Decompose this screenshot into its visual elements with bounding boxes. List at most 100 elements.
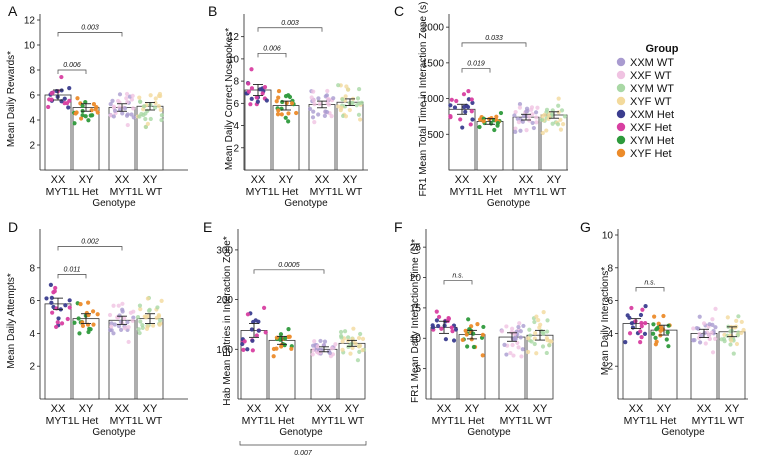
y-tick-label: 4 <box>607 329 613 340</box>
data-point <box>629 321 635 326</box>
data-point <box>639 320 644 326</box>
data-point <box>719 337 724 342</box>
data-point <box>344 84 349 89</box>
significance-bracket <box>57 274 87 279</box>
legend-swatch <box>616 96 626 106</box>
data-point <box>322 339 328 344</box>
data-point <box>44 296 49 301</box>
data-point <box>356 86 362 92</box>
significance-bracket <box>257 52 287 58</box>
data-point <box>710 317 715 322</box>
data-point <box>521 323 526 329</box>
data-point <box>111 331 116 336</box>
data-point <box>494 114 499 119</box>
data-point <box>651 322 656 327</box>
data-point <box>696 326 701 331</box>
legend-label: XXF WT <box>630 70 672 82</box>
x-tick-label: XX <box>51 174 66 186</box>
group-label: MYT1L WT <box>500 415 553 427</box>
data-point <box>312 339 317 344</box>
data-point <box>526 336 531 341</box>
data-point <box>469 97 474 102</box>
data-point <box>67 86 72 91</box>
data-point <box>533 110 539 115</box>
data-point <box>562 114 568 119</box>
x-tick-label: XY <box>465 403 480 415</box>
data-point <box>340 339 345 344</box>
data-point <box>282 336 288 341</box>
data-point <box>122 326 127 331</box>
y-tick-label: 6 <box>29 91 35 102</box>
data-point <box>93 107 98 112</box>
data-point <box>136 327 141 332</box>
data-point <box>294 110 299 116</box>
data-point <box>734 318 739 323</box>
data-point <box>148 93 153 98</box>
data-point <box>312 120 317 125</box>
data-point <box>137 114 142 119</box>
data-point <box>137 95 142 100</box>
data-point <box>287 334 292 339</box>
data-point <box>461 92 467 97</box>
data-point <box>511 353 516 358</box>
data-point <box>561 122 566 127</box>
data-point <box>538 322 543 327</box>
data-point <box>342 329 348 334</box>
data-point <box>539 117 545 122</box>
data-point <box>728 342 733 347</box>
data-point <box>701 321 707 326</box>
data-point <box>245 347 250 352</box>
data-point <box>49 91 54 96</box>
data-point <box>534 351 539 356</box>
data-point <box>532 319 537 325</box>
data-point <box>527 327 532 332</box>
x-tick-label: XX <box>115 174 130 186</box>
y-axis-title: Mean Daily Rewards* <box>6 51 17 147</box>
data-point <box>278 332 284 337</box>
data-point <box>53 324 59 330</box>
panel-letter: C <box>394 3 404 19</box>
data-point <box>697 340 703 345</box>
data-point <box>532 341 537 347</box>
data-point <box>95 110 100 115</box>
data-point <box>141 112 146 118</box>
data-point <box>311 98 316 103</box>
data-point <box>140 322 145 328</box>
data-point <box>279 344 284 349</box>
legend-label: XXF Het <box>630 122 672 134</box>
data-point <box>509 330 514 335</box>
group-label: MYT1L Het <box>450 186 503 198</box>
significance-label: 0.033 <box>485 35 503 42</box>
x-tick-label: XX <box>251 174 266 186</box>
data-point <box>310 115 316 120</box>
data-point <box>442 323 447 328</box>
data-point <box>240 341 245 347</box>
data-point <box>117 92 123 97</box>
data-point <box>739 319 744 325</box>
data-point <box>111 114 116 119</box>
y-tick-label: 8 <box>29 263 35 274</box>
data-point <box>255 99 260 104</box>
data-point <box>126 324 131 330</box>
y-tick-label: 8 <box>233 77 239 88</box>
data-point <box>697 314 702 319</box>
data-point <box>513 109 518 115</box>
data-point <box>460 125 465 130</box>
significance-label: 0.0005 <box>278 262 300 269</box>
data-point <box>76 316 81 321</box>
data-point <box>630 325 636 330</box>
y-axis-title: Mean Daily Interactions* <box>600 267 611 375</box>
data-point <box>736 314 741 319</box>
data-point <box>558 117 563 122</box>
data-point <box>131 106 136 111</box>
x-axis-title: Genotype <box>279 427 323 438</box>
data-point <box>710 350 716 355</box>
x-tick-label: XY <box>143 403 158 415</box>
data-point <box>275 112 281 117</box>
data-point <box>510 342 515 348</box>
data-point <box>73 111 78 116</box>
data-point <box>246 81 251 86</box>
data-point <box>643 321 648 326</box>
